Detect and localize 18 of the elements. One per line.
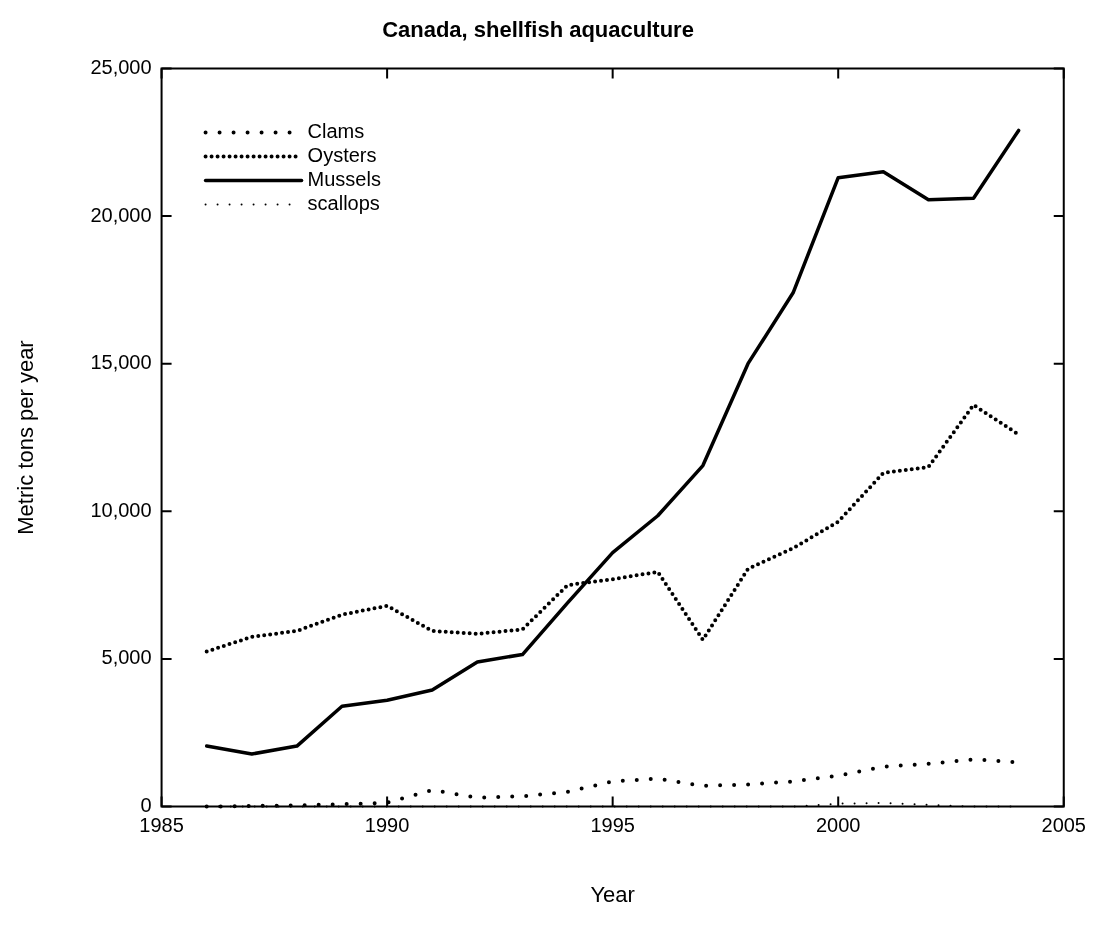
y-tick-label: 25,000 [90,55,152,78]
x-tick-label: 2005 [1041,814,1086,837]
y-axis-title: Metric tons per year [13,340,39,535]
y-tick-label: 20,000 [90,203,152,226]
legend-label: Mussels [307,167,381,190]
y-tick-label: 0 [140,794,152,817]
y-tick-label: 5,000 [101,646,152,669]
legend-label: Oysters [307,143,377,166]
y-tick-label: 10,000 [90,498,152,521]
y-tick-label: 15,000 [90,351,152,374]
legend-label: Clams [307,119,365,142]
legend-label: scallops [307,191,380,214]
chart-title: Canada, shellfish aquaculture [382,17,694,43]
x-axis-title: Year [590,881,635,907]
x-tick-label: 1990 [364,814,410,837]
x-tick-label: 2000 [815,814,861,837]
x-tick-label: 1985 [139,814,184,837]
x-tick-label: 1995 [590,814,635,837]
